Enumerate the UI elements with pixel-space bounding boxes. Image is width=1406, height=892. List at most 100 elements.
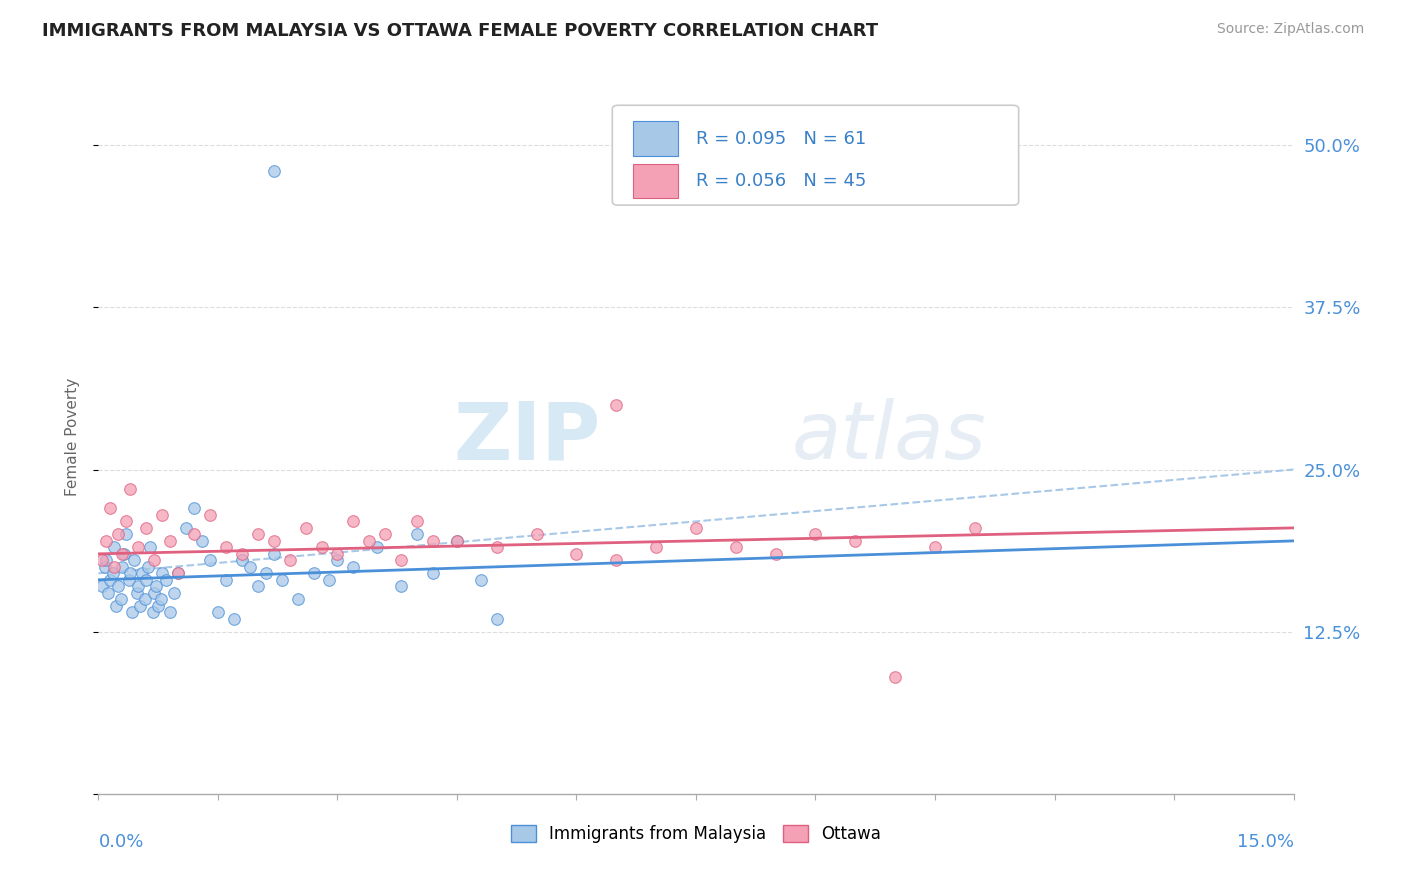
Text: ZIP: ZIP [453, 398, 600, 476]
Point [198, 553, 221, 567]
Point [231, 547, 253, 561]
Point [155, 573, 177, 587]
Point [724, 541, 747, 555]
Text: IMMIGRANTS FROM MALAYSIA VS OTTAWA FEMALE POVERTY CORRELATION CHART: IMMIGRANTS FROM MALAYSIA VS OTTAWA FEMAL… [42, 22, 879, 40]
Point [446, 533, 468, 548]
Point [98, 501, 122, 516]
Point [128, 599, 150, 613]
Point [124, 553, 146, 567]
Point [765, 547, 787, 561]
Point [163, 586, 186, 600]
Point [148, 599, 170, 613]
Point [287, 592, 309, 607]
Point [645, 541, 668, 555]
Point [145, 579, 167, 593]
Point [150, 508, 173, 522]
Point [103, 559, 125, 574]
Point [302, 566, 325, 581]
Point [150, 566, 173, 581]
Point [844, 533, 866, 548]
Point [127, 579, 149, 593]
Point [342, 515, 364, 529]
Point [125, 586, 148, 600]
Point [103, 541, 125, 555]
Point [366, 541, 388, 555]
Text: 0.0%: 0.0% [98, 833, 143, 851]
Text: R = 0.095   N = 61: R = 0.095 N = 61 [696, 129, 866, 147]
Point [127, 541, 149, 555]
Text: 15.0%: 15.0% [1236, 833, 1294, 851]
Point [135, 573, 157, 587]
Point [470, 573, 492, 587]
Point [605, 398, 627, 412]
Point [98, 573, 122, 587]
Point [134, 592, 156, 607]
Point [246, 579, 269, 593]
Point [111, 559, 134, 574]
Point [804, 527, 827, 541]
Point [167, 566, 190, 581]
Point [207, 605, 229, 619]
Point [485, 612, 508, 626]
Point [94, 559, 117, 574]
Point [294, 521, 316, 535]
Point [198, 508, 221, 522]
Point [359, 533, 381, 548]
Point [183, 501, 205, 516]
Point [406, 515, 429, 529]
Point [270, 573, 292, 587]
Point [685, 521, 707, 535]
Point [263, 547, 285, 561]
Point [254, 566, 277, 581]
Point [115, 515, 138, 529]
Point [389, 579, 412, 593]
Point [183, 527, 205, 541]
Legend: Immigrants from Malaysia, Ottawa: Immigrants from Malaysia, Ottawa [505, 818, 887, 850]
Point [136, 559, 159, 574]
Point [605, 553, 627, 567]
Point [231, 553, 253, 567]
Text: R = 0.056   N = 45: R = 0.056 N = 45 [696, 172, 866, 190]
Point [326, 553, 349, 567]
Point [111, 547, 134, 561]
Point [342, 559, 364, 574]
Point [142, 605, 165, 619]
FancyBboxPatch shape [613, 105, 1019, 205]
Point [222, 612, 245, 626]
Text: Source: ZipAtlas.com: Source: ZipAtlas.com [1216, 22, 1364, 37]
Y-axis label: Female Poverty: Female Poverty [65, 378, 80, 496]
Point [107, 579, 129, 593]
FancyBboxPatch shape [633, 164, 678, 198]
Point [167, 566, 190, 581]
Point [91, 553, 114, 567]
Point [121, 605, 143, 619]
Point [143, 586, 166, 600]
Point [107, 527, 129, 541]
Point [97, 586, 120, 600]
Point [446, 533, 468, 548]
Point [526, 527, 548, 541]
Point [135, 521, 157, 535]
Point [422, 566, 444, 581]
Point [112, 547, 135, 561]
Point [884, 670, 907, 684]
Point [104, 599, 127, 613]
Point [131, 566, 153, 581]
Point [239, 559, 262, 574]
Point [120, 482, 142, 496]
Point [406, 527, 429, 541]
Point [118, 573, 141, 587]
Point [191, 533, 214, 548]
Point [96, 533, 118, 548]
Point [422, 533, 444, 548]
Point [143, 553, 166, 567]
Point [215, 541, 238, 555]
Point [278, 553, 301, 567]
Point [96, 553, 118, 567]
FancyBboxPatch shape [633, 121, 678, 155]
Point [263, 164, 285, 178]
Point [159, 605, 181, 619]
Point [246, 527, 269, 541]
Point [963, 521, 986, 535]
Point [565, 547, 588, 561]
